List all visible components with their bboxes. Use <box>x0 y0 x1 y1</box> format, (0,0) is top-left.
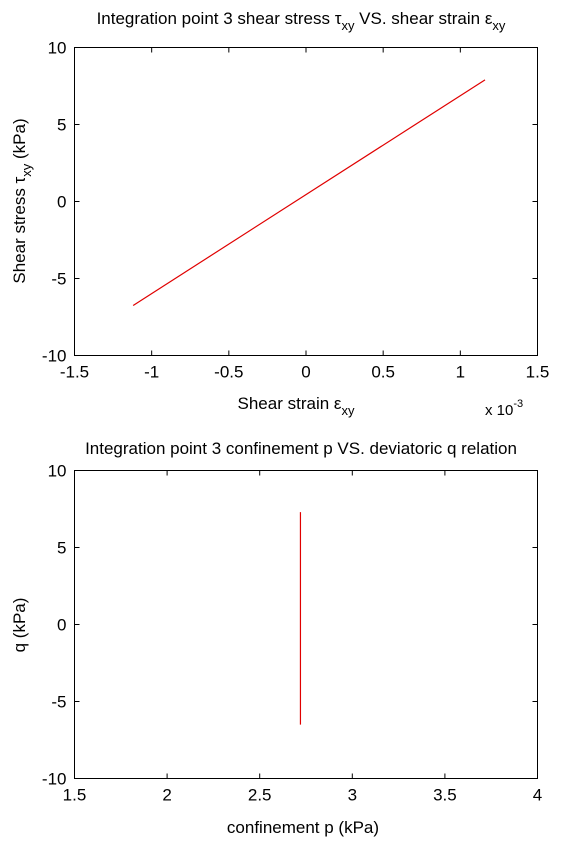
plot-1-series-line <box>132 79 486 306</box>
plot-1-x-multiplier-base: x 10 <box>485 402 513 419</box>
plot-2-x-tick-label: 2.5 <box>248 786 272 805</box>
plot-1-y-tick-label: -5 <box>51 270 66 289</box>
plot-1-x-multiplier-exp: -3 <box>513 398 523 410</box>
plot-2-x-tick-label: 4 <box>533 786 542 805</box>
plot-2-axes-box <box>74 470 538 779</box>
plot-2-x-ticks: 1.5 2 2.5 3 3.5 4 <box>63 470 542 805</box>
plot-1-title-mid: VS. shear strain ε <box>354 9 492 28</box>
plot-1-y-tick-label: 5 <box>57 116 66 135</box>
plot-1-y-label-main: Shear stress τ <box>10 176 29 283</box>
plot-1-x-label: Shear strain εxy <box>238 394 355 418</box>
plot-1-x-ticks: -1.5 -1 -0.5 0 0.5 1 1.5 <box>60 47 550 382</box>
plot-1-x-label-sub: xy <box>341 403 355 418</box>
plot-1-y-label-tail: (kPa) <box>10 118 29 163</box>
plot-1-y-label: Shear stress τxy (kPa) <box>10 118 34 283</box>
plot-2-y-tick-label: -5 <box>51 693 66 712</box>
plot-1-x-tick-label: 1.5 <box>526 363 550 382</box>
plot-1-y-tick-label: -10 <box>42 347 67 366</box>
plot-1-series <box>132 79 486 306</box>
plot-1-x-tick-label: 0 <box>301 363 310 382</box>
plot-2-x-tick-label: 2 <box>162 786 171 805</box>
plot-2-y-tick-label: 5 <box>57 539 66 558</box>
plot-2-title: Integration point 3 confinement p VS. de… <box>85 439 517 458</box>
plot-2-y-ticks: -10 -5 0 5 10 <box>42 462 538 789</box>
plot-1-axes-box <box>74 47 538 356</box>
plot-2-y-label: q (kPa) <box>10 598 29 653</box>
plot-1-x-multiplier: x 10-3 <box>485 398 523 419</box>
plot-1-x-label-main: Shear strain ε <box>238 394 342 413</box>
plot-1-title-main: Integration point 3 shear stress τ <box>97 9 342 28</box>
plot-1-title-sub2: xy <box>492 18 506 33</box>
plot-1: Integration point 3 shear stress τxy VS.… <box>10 9 549 419</box>
plot-1-x-tick-label: -0.5 <box>214 363 243 382</box>
plot-1-x-tick-label: -1 <box>144 363 159 382</box>
plot-2-y-tick-label: 0 <box>57 616 66 635</box>
plot-1-y-tick-label: 0 <box>57 193 66 212</box>
plot-1-x-tick-label: 1 <box>456 363 465 382</box>
plot-2-x-label: confinement p (kPa) <box>227 818 379 837</box>
plot-2-x-tick-label: 1.5 <box>63 786 87 805</box>
plot-2-y-tick-label: 10 <box>48 462 67 481</box>
plot-2-x-tick-label: 3 <box>348 786 357 805</box>
plot-2: Integration point 3 confinement p VS. de… <box>10 439 542 837</box>
plot-1-y-tick-label: 10 <box>48 39 67 58</box>
plot-2-y-tick-label: -10 <box>42 770 67 789</box>
plot-2-x-tick-label: 3.5 <box>433 786 457 805</box>
plot-1-x-tick-label: -1.5 <box>60 363 89 382</box>
plot-1-x-tick-label: 0.5 <box>371 363 395 382</box>
plot-1-title: Integration point 3 shear stress τxy VS.… <box>97 9 506 33</box>
plot-1-y-ticks: -10 -5 0 5 10 <box>42 39 538 366</box>
plot-1-y-label-sub: xy <box>19 163 34 177</box>
plot-1-title-sub1: xy <box>341 18 355 33</box>
